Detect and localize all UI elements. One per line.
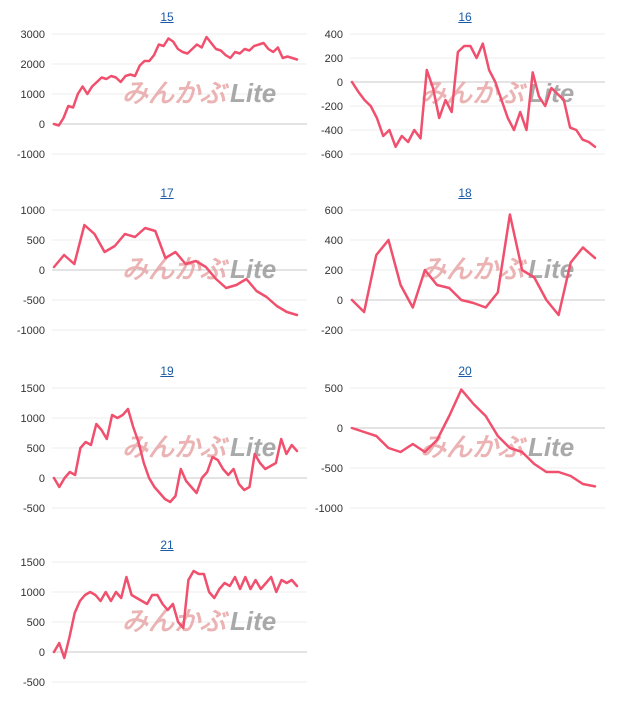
y-tick-label: -1000	[17, 325, 45, 337]
line-chart: 3000 2000 1000 0 -1000 みんかぶ Lite	[17, 29, 307, 161]
line-chart: 600 400 200 0 -200 みんかぶ Lite	[321, 205, 605, 337]
series-line	[350, 42, 597, 149]
series-line	[52, 407, 299, 504]
line-chart: 400 200 0 -200 -400 -600 みんかぶ Lite	[321, 29, 605, 161]
y-tick-label: -500	[321, 463, 343, 475]
y-tick-label: -1000	[17, 149, 45, 161]
y-tick-label: -600	[321, 149, 343, 161]
series-line	[350, 388, 597, 488]
y-tick-label: 1000	[21, 587, 45, 599]
y-tick-label: 0	[39, 119, 45, 131]
watermark-logo: みんかぶ Lite	[420, 78, 574, 108]
y-tick-label: 0	[337, 423, 343, 435]
y-tick-label: 1000	[21, 205, 45, 217]
watermark-logo: みんかぶ Lite	[122, 78, 276, 108]
chart-title-link[interactable]: 15	[160, 10, 174, 24]
y-tick-label: 400	[325, 29, 343, 41]
chart-panel-15: 15 3000 2000 1000 0 -1000 みんかぶ Lite	[17, 10, 317, 180]
line-chart: 1000 500 0 -500 -1000 みんかぶ Lite	[17, 205, 307, 337]
y-tick-label: 0	[337, 295, 343, 307]
y-tick-label: -500	[23, 677, 45, 689]
watermark-logo: みんかぶ Lite	[122, 254, 276, 284]
chart-title-link[interactable]: 20	[458, 364, 472, 378]
chart-panel-19: 19 1500 1000 500 0 -500 みんかぶ Lite	[17, 364, 317, 534]
y-tick-label: 1000	[21, 413, 45, 425]
y-tick-label: 1500	[21, 383, 45, 395]
chart-title-link[interactable]: 21	[160, 538, 174, 552]
chart-panel-20: 20 500 0 -500 -1000 みんかぶ Lite	[315, 364, 615, 534]
chart-panel-16: 16 400 200 0 -200 -400 -600 みんかぶ Lite	[315, 10, 615, 180]
chart-title-link[interactable]: 17	[160, 186, 174, 200]
y-tick-label: -200	[321, 325, 343, 337]
line-chart: 1500 1000 500 0 -500 みんかぶ Lite	[21, 557, 307, 689]
y-tick-label: 500	[27, 235, 45, 247]
y-tick-label: 1000	[21, 89, 45, 101]
series-line	[52, 569, 299, 660]
y-tick-label: 200	[325, 53, 343, 65]
y-tick-label: 200	[325, 265, 343, 277]
y-tick-label: 0	[39, 647, 45, 659]
y-tick-label: 500	[325, 383, 343, 395]
chart-title-link[interactable]: 19	[160, 364, 174, 378]
chart-panel-21: 21 1500 1000 500 0 -500 みんかぶ Lite	[17, 538, 317, 708]
y-tick-label: -200	[321, 101, 343, 113]
y-tick-label: 500	[27, 617, 45, 629]
y-tick-label: -500	[23, 503, 45, 515]
y-tick-label: 400	[325, 235, 343, 247]
watermark-logo: みんかぶ Lite	[122, 606, 276, 636]
chart-panel-18: 18 600 400 200 0 -200 みんかぶ Lite	[315, 186, 615, 356]
y-tick-label: 2000	[21, 59, 45, 71]
y-tick-label: 600	[325, 205, 343, 217]
y-tick-label: -400	[321, 125, 343, 137]
series-line	[52, 223, 299, 317]
series-line	[52, 35, 299, 127]
series-line	[350, 213, 597, 317]
y-tick-label: 0	[39, 473, 45, 485]
chart-title-link[interactable]: 16	[458, 10, 472, 24]
y-tick-label: -500	[23, 295, 45, 307]
chart-panel-17: 17 1000 500 0 -500 -1000 みんかぶ Lite	[17, 186, 317, 356]
y-tick-label: 0	[39, 265, 45, 277]
y-tick-label: 1500	[21, 557, 45, 569]
y-tick-label: 500	[27, 443, 45, 455]
y-tick-label: 3000	[21, 29, 45, 41]
y-tick-label: -1000	[315, 503, 343, 515]
y-tick-label: 0	[337, 77, 343, 89]
chart-title-link[interactable]: 18	[458, 186, 472, 200]
watermark-logo: みんかぶ Lite	[420, 254, 574, 284]
